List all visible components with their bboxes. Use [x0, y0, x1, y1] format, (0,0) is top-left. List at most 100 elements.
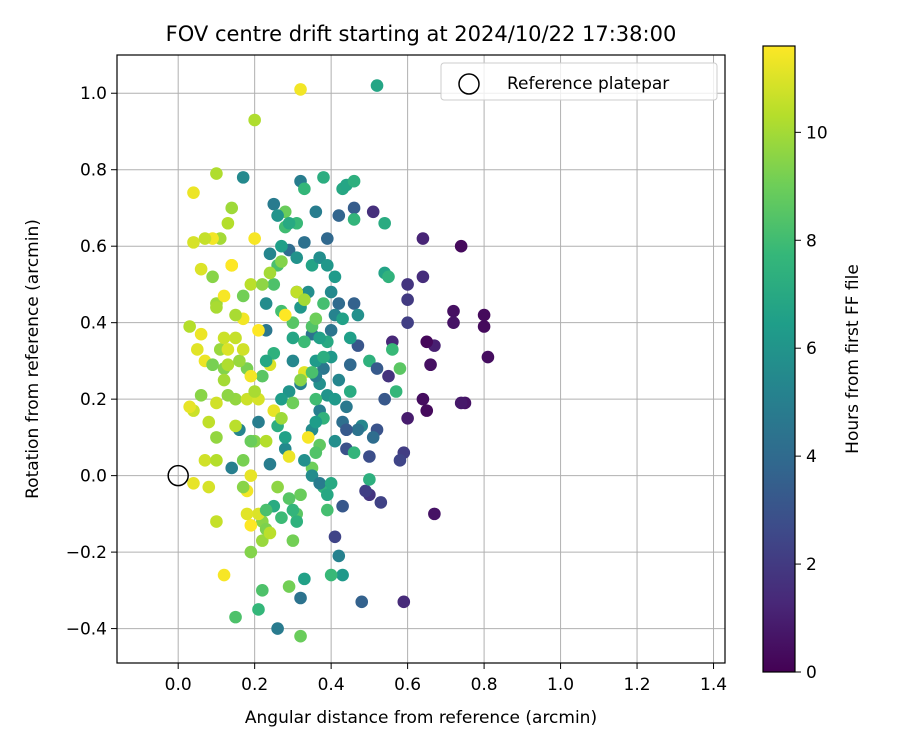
data-point: [259, 503, 273, 517]
data-point: [294, 373, 307, 387]
data-point: [259, 297, 273, 310]
colorbar-label: Hours from first FF file: [843, 264, 863, 454]
data-point: [244, 434, 258, 448]
data-point: [256, 369, 269, 383]
data-point: [267, 197, 281, 211]
data-point: [309, 312, 323, 326]
x-tick-label: 0.8: [471, 675, 498, 695]
data-point: [221, 358, 235, 372]
data-point: [271, 480, 284, 494]
colorbar-tick-label: 6: [806, 339, 817, 359]
data-point: [428, 507, 441, 521]
plot-frame: [116, 54, 726, 664]
data-point: [351, 308, 365, 322]
data-point: [340, 423, 353, 437]
data-point: [332, 209, 346, 222]
data-point: [294, 629, 307, 643]
data-point: [221, 343, 235, 356]
reference-marker: [167, 464, 189, 487]
data-point: [378, 392, 391, 406]
data-point: [282, 216, 296, 230]
data-point: [183, 400, 196, 414]
data-point: [210, 396, 223, 410]
data-point: [187, 236, 200, 249]
data-point: [286, 354, 300, 368]
data-point: [244, 519, 258, 532]
data-point: [217, 331, 231, 345]
data-point: [217, 373, 231, 387]
data-point: [397, 595, 411, 609]
data-point: [309, 205, 323, 219]
data-point: [347, 201, 361, 215]
data-point: [401, 316, 414, 329]
data-point: [317, 297, 330, 310]
data-point: [363, 473, 376, 486]
data-point: [317, 171, 330, 184]
data-point: [393, 454, 407, 467]
data-point: [324, 324, 338, 337]
data-point: [324, 476, 338, 490]
data-point: [210, 167, 223, 180]
colorbar-tick-label: 2: [806, 555, 817, 575]
data-point: [317, 350, 330, 364]
x-tick-label: 1.4: [700, 675, 727, 695]
y-axis-ticks: −0.4 −0.2 0.0 0.2 0.4 0.6 0.8 1.0: [66, 84, 117, 640]
data-point: [252, 324, 265, 337]
y-tick-label: 0.4: [80, 314, 107, 334]
data-point: [336, 568, 349, 582]
data-point: [236, 343, 250, 356]
data-point: [351, 423, 365, 437]
data-point: [236, 289, 250, 303]
data-point: [309, 392, 323, 406]
data-point: [217, 568, 231, 582]
data-point: [294, 488, 307, 502]
data-point: [194, 389, 208, 402]
data-point: [259, 434, 273, 448]
data-points: [183, 79, 495, 643]
data-point: [252, 415, 265, 429]
data-point: [229, 610, 242, 624]
colorbar-tick-label: 10: [806, 123, 828, 143]
data-point: [298, 454, 311, 467]
data-point: [363, 354, 376, 368]
data-point: [363, 450, 376, 463]
data-point: [382, 270, 395, 284]
data-point: [198, 232, 212, 245]
y-tick-label: 1.0: [80, 84, 107, 104]
data-point: [313, 331, 326, 345]
data-point: [447, 316, 460, 329]
data-point: [267, 278, 281, 291]
data-point: [210, 515, 223, 528]
data-point: [416, 232, 430, 245]
data-point: [313, 251, 326, 264]
colorbar-tick-label: 8: [806, 231, 817, 251]
data-point: [317, 362, 330, 375]
data-point: [420, 335, 434, 349]
data-point: [332, 549, 346, 563]
data-point: [225, 259, 239, 272]
data-point: [236, 454, 250, 467]
data-point: [374, 496, 388, 509]
data-point: [187, 186, 200, 199]
data-point: [202, 480, 216, 494]
data-point: [221, 389, 235, 402]
data-point: [267, 346, 281, 360]
data-point: [286, 316, 300, 329]
data-point: [389, 385, 403, 398]
data-point: [366, 205, 380, 219]
data-point: [401, 293, 414, 307]
data-point: [355, 595, 369, 609]
data-point: [256, 584, 269, 597]
data-point: [229, 308, 242, 322]
data-point: [454, 239, 468, 253]
data-point: [343, 358, 357, 372]
data-point: [187, 476, 200, 490]
data-point: [286, 396, 300, 410]
data-point: [282, 492, 296, 505]
data-point: [244, 469, 258, 482]
y-axis-label: Rotation from reference (arcmin): [23, 219, 43, 499]
y-tick-label: 0.2: [80, 390, 107, 410]
data-point: [267, 404, 281, 417]
data-point: [240, 507, 254, 521]
